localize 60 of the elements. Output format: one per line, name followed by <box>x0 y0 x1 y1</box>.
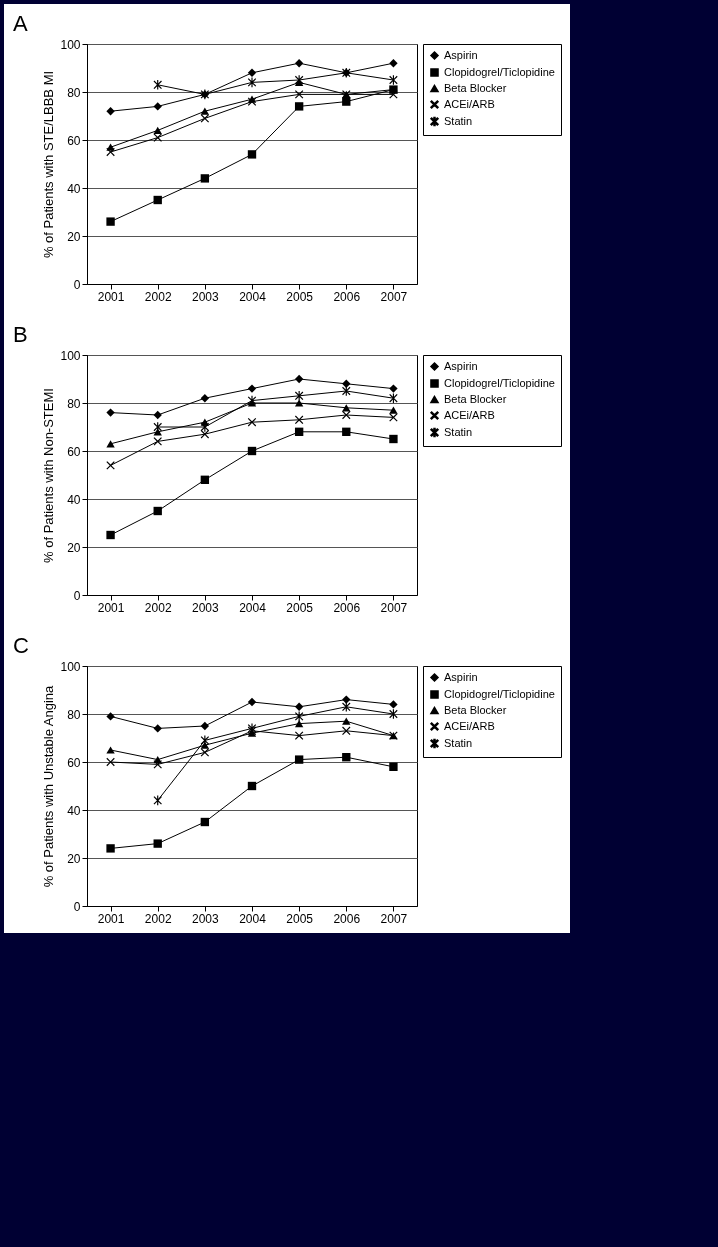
y-tick-label: 40 <box>67 181 81 196</box>
x-tick-label: 2001 <box>97 600 125 615</box>
y-tick-label: 80 <box>67 396 81 411</box>
x-tick-label: 2001 <box>97 911 125 926</box>
y-tick-label: 60 <box>67 444 81 459</box>
y-tick-label: 80 <box>67 85 81 100</box>
x-tick-label: 2004 <box>239 911 267 926</box>
legend-label: Statin <box>444 114 473 127</box>
y-tick-label: 100 <box>60 37 81 52</box>
legend-label: Statin <box>444 736 473 749</box>
legend-label: Clopidogrel/Ticlopidine <box>444 376 555 389</box>
y-tick-label: 40 <box>67 492 81 507</box>
legend-label: ACEi/ARB <box>444 408 495 421</box>
legend-label: Beta Blocker <box>444 392 507 405</box>
x-tick-label: 2007 <box>380 911 408 926</box>
chart-title: B <box>12 322 28 347</box>
x-tick-label: 2004 <box>239 600 267 615</box>
x-tick-label: 2006 <box>333 289 361 304</box>
x-tick-label: 2007 <box>380 289 408 304</box>
y-tick-label: 20 <box>67 851 81 866</box>
x-tick-label: 2005 <box>286 911 314 926</box>
y-tick-label: 0 <box>73 277 81 292</box>
y-tick-label: 20 <box>67 229 81 244</box>
chart-title: C <box>12 633 29 658</box>
legend-label: ACEi/ARB <box>444 719 495 732</box>
y-tick-label: 0 <box>73 899 81 914</box>
y-axis-title: % of Patients with Non-STEMI <box>41 388 57 563</box>
y-tick-label: 60 <box>67 755 81 770</box>
x-tick-label: 2002 <box>144 289 172 304</box>
y-tick-label: 80 <box>67 707 81 722</box>
y-tick-label: 100 <box>60 659 81 674</box>
y-tick-label: 40 <box>67 803 81 818</box>
x-tick-label: 2005 <box>286 600 314 615</box>
legend-label: Aspirin <box>444 48 478 61</box>
y-tick-label: 60 <box>67 133 81 148</box>
x-tick-label: 2006 <box>333 911 361 926</box>
y-tick-label: 20 <box>67 540 81 555</box>
chart-title: A <box>12 11 28 36</box>
x-tick-label: 2002 <box>144 600 172 615</box>
legend-label: Clopidogrel/Ticlopidine <box>444 65 555 78</box>
legend-label: Clopidogrel/Ticlopidine <box>444 687 555 700</box>
legend-label: Aspirin <box>444 359 478 372</box>
x-tick-label: 2004 <box>239 289 267 304</box>
y-axis-title: % of Patients with STE/LBBB MI <box>41 70 57 259</box>
y-tick-label: 0 <box>73 588 81 603</box>
x-tick-label: 2003 <box>192 289 220 304</box>
legend-label: Beta Blocker <box>444 81 507 94</box>
x-tick-label: 2003 <box>192 600 220 615</box>
y-axis-title: % of Patients with Unstable Angina <box>41 684 57 888</box>
legend-label: Aspirin <box>444 670 478 683</box>
x-tick-label: 2005 <box>286 289 314 304</box>
x-tick-label: 2006 <box>333 600 361 615</box>
x-tick-label: 2003 <box>192 911 220 926</box>
x-tick-label: 2007 <box>380 600 408 615</box>
y-tick-label: 100 <box>60 348 81 363</box>
x-tick-label: 2002 <box>144 911 172 926</box>
legend-label: Beta Blocker <box>444 703 507 716</box>
legend-label: ACEi/ARB <box>444 97 495 110</box>
legend-label: Statin <box>444 425 473 438</box>
x-tick-label: 2001 <box>97 289 125 304</box>
